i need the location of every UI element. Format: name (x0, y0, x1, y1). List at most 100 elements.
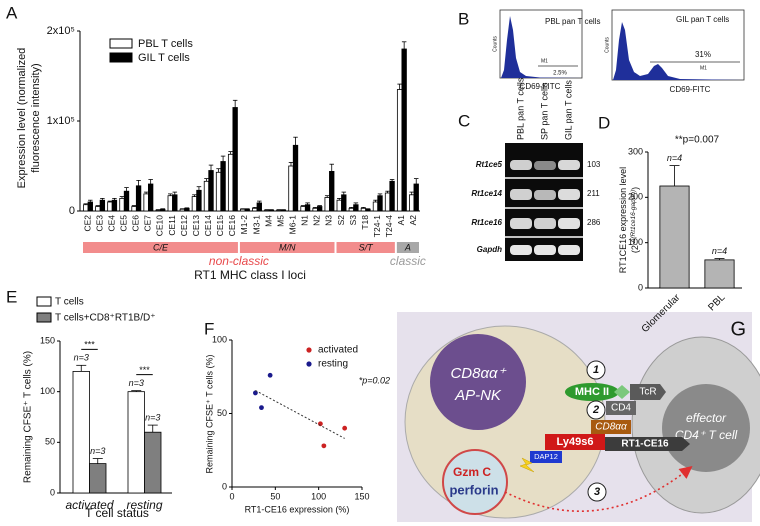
histogram (613, 22, 744, 80)
molecule-label: MHC II (575, 386, 609, 398)
bar (300, 206, 306, 212)
gel-panel: PBL pan T cells SP pan T cells GIL pan T… (471, 77, 601, 261)
flow-title: GIL pan T cells (676, 15, 729, 24)
error-bar (208, 164, 214, 171)
bar (360, 207, 367, 212)
legend-label: activated (318, 345, 358, 356)
class-label: non-classic (209, 254, 269, 268)
y-tick-label: 200 (628, 192, 643, 202)
panel-label: D (598, 113, 610, 132)
flow-x-label: CD69-FITC (670, 85, 711, 94)
x-tick-label: N3 (324, 215, 334, 226)
flow-title: PBL pan T cells (545, 17, 600, 26)
gene-label: Rt1ce16 (471, 218, 502, 227)
bar (372, 201, 379, 212)
legend-label: T cells (55, 297, 84, 308)
flow-y-label: Counts (604, 37, 610, 53)
bar (336, 199, 342, 212)
group-band (239, 242, 335, 253)
y-tick-label: 50 (45, 437, 55, 447)
x-tick-label: CE5 (119, 215, 129, 232)
band-size: 211 (587, 189, 600, 198)
y-axis-title: Remaining CFSE⁺ T cells (%) (204, 355, 214, 474)
error-bar (204, 178, 209, 182)
y-axis-title-part: RT1CE16 expression level (618, 167, 628, 273)
bar (144, 431, 162, 494)
x-tick-label: M5 (275, 215, 285, 227)
point (321, 443, 327, 449)
sample-size: n=4 (667, 153, 682, 163)
gene-label: Rt1ce14 (471, 189, 502, 198)
error-bar (300, 205, 306, 207)
bar (396, 89, 403, 212)
y-tick-label: 2x10⁵ (47, 25, 75, 37)
gel-band (534, 161, 556, 170)
error-bar (136, 179, 141, 186)
error-bar (337, 197, 342, 201)
legend-label: T cells+CD8⁺RT1B/D⁺ (55, 313, 156, 324)
step-label: 2 (592, 404, 599, 416)
bar (244, 208, 250, 212)
x-tick-label: S3 (348, 215, 358, 226)
error-bar (312, 206, 318, 209)
lane-label: PBL pan T cells (515, 77, 525, 140)
bar (220, 161, 226, 212)
group-band (336, 242, 395, 253)
error-bar (385, 190, 390, 193)
error-bar (124, 187, 129, 192)
gel-band (558, 160, 580, 170)
bar (203, 180, 210, 212)
sample-size: n=3 (90, 446, 105, 456)
error-bar (232, 99, 238, 108)
bar (83, 204, 89, 212)
x-tick-label: CE11 (167, 215, 177, 236)
bar (276, 209, 282, 212)
bar (353, 204, 359, 212)
bar (143, 193, 149, 212)
legend-swatch (109, 52, 133, 63)
y-axis-title-part: ) (630, 187, 640, 190)
bar (389, 180, 395, 212)
error-bar (714, 258, 725, 260)
point (259, 405, 264, 411)
y-tick-label: 100 (212, 334, 227, 344)
error-bar (305, 202, 310, 205)
molecule-label: CD4 (611, 403, 631, 414)
histogram (501, 16, 582, 78)
ap-nk-nucleus (430, 334, 526, 430)
significance-label: *** (139, 365, 150, 375)
y-axis-title: RT1CE16 expression level (618, 167, 628, 273)
error-bar (76, 364, 87, 372)
legend-label: PBL T cells (138, 38, 193, 50)
y-tick-label: 1x10⁵ (47, 115, 75, 127)
bar (89, 463, 107, 494)
x-tick-label: CE2 (82, 215, 92, 232)
panel-label: C (458, 111, 470, 130)
group-label: S/T (359, 242, 375, 252)
error-bar (288, 161, 294, 166)
percent: 2.5% (553, 71, 567, 77)
bar (160, 208, 166, 212)
y-tick-label: 100 (40, 386, 55, 396)
error-bar (317, 205, 322, 207)
x-tick-label: 100 (311, 491, 326, 501)
gel-band (534, 218, 556, 229)
bar (312, 207, 318, 212)
gel-band (534, 245, 556, 255)
y-axis-title: Expression level (normalized (16, 48, 28, 189)
panel-label: E (6, 287, 17, 306)
bar (95, 206, 101, 212)
granule-label: perforin (449, 482, 498, 497)
bar (131, 206, 137, 212)
gel-band (510, 189, 532, 200)
x-tick-label: M6-1 (288, 215, 298, 235)
error-bar (293, 136, 298, 146)
x-tick-label: activated (65, 498, 113, 512)
x-tick-label: CE12 (179, 215, 189, 237)
panel-label: F (204, 319, 214, 338)
x-tick-label: N1 (300, 215, 310, 226)
error-bar (95, 205, 101, 207)
bar (184, 207, 190, 212)
bar (659, 185, 690, 289)
